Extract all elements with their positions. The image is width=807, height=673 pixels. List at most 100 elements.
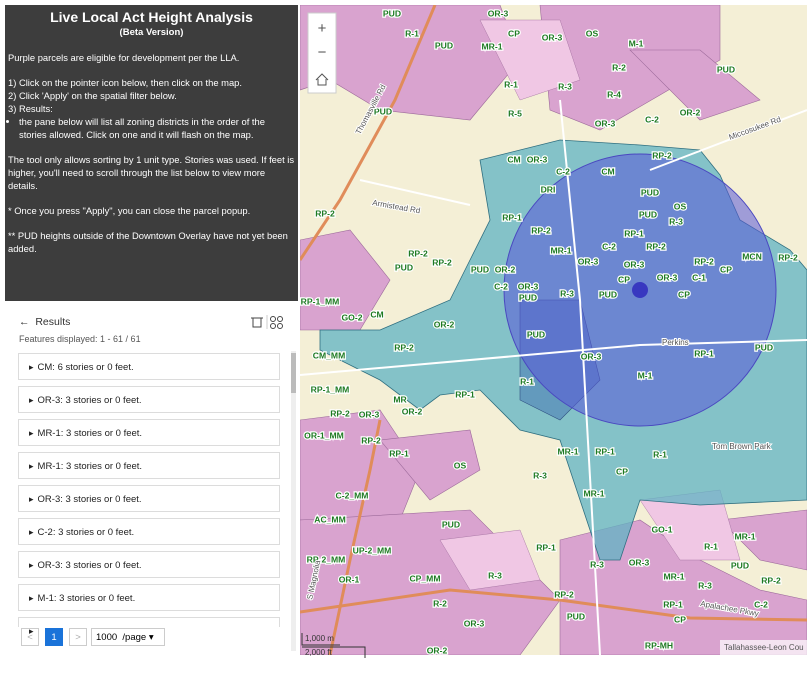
results-title: Results — [35, 316, 71, 328]
back-arrow[interactable]: ← — [19, 316, 30, 328]
bullet: the pane below will list all zoning dist… — [19, 115, 290, 141]
scale-metric: 1,000 m — [305, 634, 334, 643]
zoning-label: OR-3 — [527, 154, 548, 164]
zoning-label: MR-1 — [734, 531, 755, 541]
zoning-label: CP — [720, 264, 732, 274]
zoning-label: OR-2 — [495, 264, 516, 274]
zoning-label: CP — [616, 466, 628, 476]
zoning-label: OR-3 — [595, 118, 616, 128]
result-item[interactable]: MR-1: 3 stories or 0 feet. — [18, 419, 280, 446]
zoning-label: PUD — [519, 292, 537, 302]
zoning-label: MCN — [742, 251, 762, 261]
result-item[interactable]: MR-1: 3 stories or 0 feet. — [18, 452, 280, 479]
zoning-label: R-3 — [560, 288, 574, 298]
zoning-label: DRI — [541, 184, 556, 194]
zoning-label: MR-1 — [557, 446, 578, 456]
zoning-label: R-4 — [607, 89, 621, 99]
zoning-label: R-1 — [520, 376, 534, 386]
subtitle: (Beta Version) — [119, 27, 184, 38]
intro: Purple parcels are eligible for developm… — [8, 52, 240, 63]
scale-lines — [301, 633, 366, 658]
zoning-label: PUD — [471, 264, 489, 274]
result-item[interactable]: C-2: 3 stories or 0 feet. — [18, 518, 280, 545]
result-item-partial — [18, 617, 280, 627]
zoning-label: OR-3 — [657, 272, 678, 282]
zoning-label: RP-1 — [595, 446, 615, 456]
page-size[interactable]: 1000 /page ▾ — [91, 628, 165, 646]
zoning-label: R-2 — [433, 598, 447, 608]
per-page: /page — [122, 632, 147, 643]
zoning-label: RP-1 — [624, 228, 644, 238]
zoning-label: PUD — [755, 342, 773, 352]
zoning-label: RP-1 — [455, 389, 475, 399]
zoning-label: RP-MH — [645, 640, 673, 650]
zoning-label: RP-1 — [663, 599, 683, 609]
scrollbar[interactable] — [291, 351, 296, 651]
result-icons[interactable] — [251, 315, 283, 329]
zoom-out[interactable]: − — [318, 44, 327, 61]
step: 1) Click on the pointer icon below, then… — [8, 77, 242, 88]
sidebar: Live Local Act Height Analysis (Beta Ver… — [5, 5, 298, 301]
result-item[interactable]: OR-3: 3 stories or 0 feet. — [18, 386, 280, 413]
zoning-label: R-1 — [653, 449, 667, 459]
group-icon[interactable] — [270, 323, 276, 329]
results-header[interactable]: ← Results — [19, 316, 70, 328]
zoning-label: RP-2 — [531, 225, 551, 235]
result-item[interactable]: OR-3: 3 stories or 0 feet. — [18, 485, 280, 512]
zoning-label: RP-2 — [408, 248, 428, 258]
note: * Once you press "Apply", you can close … — [8, 205, 251, 216]
zoning-label: OR-2 — [434, 319, 455, 329]
zoning-label: MR — [393, 394, 407, 404]
step: 2) Click 'Apply' on the spatial filter b… — [8, 90, 177, 101]
zones-light — [439, 19, 741, 591]
selected-point — [632, 282, 648, 298]
zoning-label: OR-3 — [578, 256, 599, 266]
zoning-label: OR-3 — [624, 259, 645, 269]
zoning-label: RP-1_MM — [301, 296, 340, 306]
zoning-label: PUD — [641, 187, 659, 197]
place-label: Perkins — [662, 338, 689, 347]
zoning-label: C-2 — [602, 241, 616, 251]
current-page[interactable]: 1 — [45, 628, 63, 646]
group-icon[interactable] — [270, 316, 276, 322]
zoning-label: RP-2 — [330, 408, 350, 418]
zoning-label: M-1 — [638, 370, 653, 380]
group-icon[interactable] — [277, 316, 283, 322]
streets — [300, 99, 807, 655]
zoning-label: R-3 — [590, 559, 604, 569]
result-item[interactable]: M-1: 3 stories or 0 feet. — [18, 584, 280, 611]
group-icon[interactable] — [277, 323, 283, 329]
scale-imperial: 2,000 ft — [305, 648, 332, 657]
step: 3) Results: — [8, 103, 53, 114]
zoning-label: RP-2 — [361, 435, 381, 445]
result-item[interactable]: OR-3: 3 stories or 0 feet. — [18, 551, 280, 578]
zoning-label: CP — [678, 289, 690, 299]
zoning-label: R-2 — [612, 62, 626, 72]
zoning-label: R-3 — [488, 570, 502, 580]
prev-page[interactable]: < — [21, 628, 39, 646]
zoning-label: PUD — [567, 611, 585, 621]
result-item[interactable]: CM: 6 stories or 0 feet. — [18, 353, 280, 380]
zoning-label: OR-1_MM — [304, 430, 344, 440]
zoom-controls: + − — [307, 12, 337, 94]
zoning-label: RP-2 — [652, 150, 672, 160]
zoning-label: CP — [508, 28, 520, 38]
zoning-label: OR-3 — [542, 32, 563, 42]
zoning-label: RP-1 — [536, 542, 556, 552]
zoning-label: UP-2_MM — [353, 545, 392, 555]
home-button[interactable] — [315, 73, 329, 86]
zoning-label: C-2_MM — [336, 490, 369, 500]
zoning-label: OR-3 — [488, 8, 509, 18]
zoning-label: C-1 — [692, 272, 706, 282]
zoning-label: RP-2 — [694, 256, 714, 266]
zoning-label: R-1 — [405, 28, 419, 38]
zoning-label: R-3 — [533, 470, 547, 480]
zoning-label: RP-2 — [432, 257, 452, 267]
major-roads — [300, 5, 807, 655]
zoning-label: RP-2 — [761, 575, 781, 585]
next-page[interactable]: > — [69, 628, 87, 646]
zoom-in[interactable]: + — [318, 20, 327, 37]
page-size-value: 1000 — [96, 632, 118, 643]
